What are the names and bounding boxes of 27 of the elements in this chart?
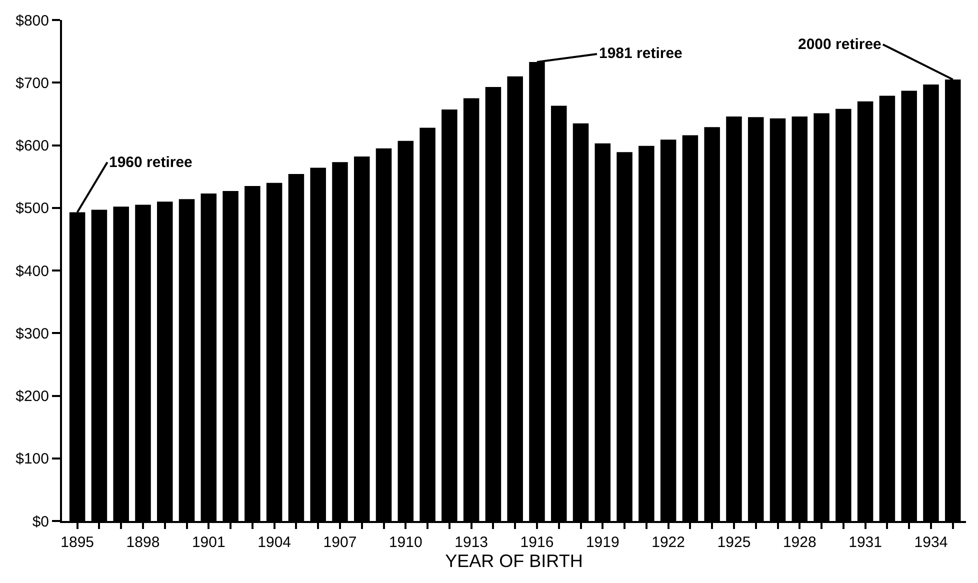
x-tick-label: 1910: [388, 534, 422, 551]
x-tick-label: 1934: [914, 534, 948, 551]
x-tick-label: 1919: [586, 534, 620, 551]
y-tick-label: $700: [16, 74, 49, 92]
x-tick-label: 1907: [323, 534, 357, 551]
y-tick-label: $100: [16, 450, 49, 468]
y-tick-label: $800: [16, 12, 49, 30]
x-tick-label: 1922: [652, 534, 685, 551]
annotation: 1981 retiree: [599, 45, 682, 62]
x-tick-label: 1931: [848, 534, 882, 551]
x-tick-label: 1895: [60, 534, 94, 551]
x-tick-label: 1925: [717, 534, 751, 551]
y-tick-label: $500: [16, 200, 49, 218]
x-tick-label: 1916: [520, 534, 554, 551]
x-tick-label: 1928: [782, 534, 816, 551]
y-tick-label: $300: [16, 325, 49, 342]
annotation: 2000 retiree: [798, 36, 882, 53]
x-tick-label: 1901: [192, 534, 226, 551]
y-tick-label: $600: [16, 138, 49, 154]
x-tick-label: 1913: [454, 534, 488, 551]
x-axis-title: YEAR OF BIRTH: [445, 551, 583, 571]
x-tick-label: 1904: [258, 534, 292, 551]
y-tick-label: $200: [16, 388, 49, 405]
x-tick-label: 1898: [126, 534, 160, 551]
annotation: 1960 retiree: [109, 154, 192, 171]
y-tick-label: $400: [16, 262, 49, 280]
y-tick-label: $0: [32, 513, 49, 530]
